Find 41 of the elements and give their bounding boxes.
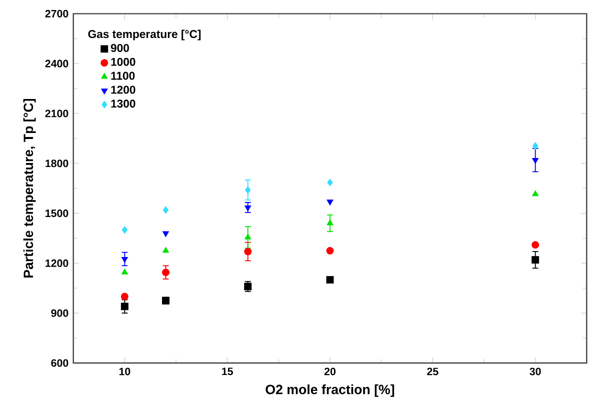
x-tick-label: 30 [530,368,541,376]
point [121,268,128,274]
legend-title: Gas temperature [°C] [88,30,201,40]
y-tick-label: 2700 [45,10,68,18]
y-tick-label: 1200 [46,259,68,267]
y-tick-label: 2400 [45,60,68,68]
point [162,206,169,214]
point [326,220,334,226]
point [326,200,334,206]
x-tick-label: 25 [427,368,438,376]
x-tick-label: 15 [222,368,233,376]
legend-label: 900 [110,44,129,52]
legend-label: 1200 [111,86,136,94]
point [327,178,333,186]
point [532,241,540,249]
legend-label: 1300 [111,100,136,108]
point [162,231,170,237]
point [121,257,128,263]
point [244,234,252,240]
y-tick-label: 900 [51,309,68,317]
x-axis-title: O2 mole fraction [%] [266,384,394,397]
point [162,268,170,276]
y-tick-label: 2100 [45,110,68,118]
point [532,158,539,164]
point [245,186,251,194]
point [120,302,128,310]
point [326,246,334,254]
point [532,256,540,264]
point [162,246,170,253]
x-tick-label: 10 [119,368,130,376]
legend-label: 1000 [111,58,136,66]
y-tick-label: 1800 [46,160,68,168]
point [244,205,252,212]
x-tick-label: 20 [324,368,336,376]
y-tick-label: 600 [51,359,68,367]
point [122,226,128,234]
legend-label: 1100 [111,72,135,80]
y-axis-title: Particle temperature, Tp [°C] [23,99,36,278]
y-tick-label: 1500 [46,210,68,218]
point [326,276,334,284]
point [532,190,539,196]
